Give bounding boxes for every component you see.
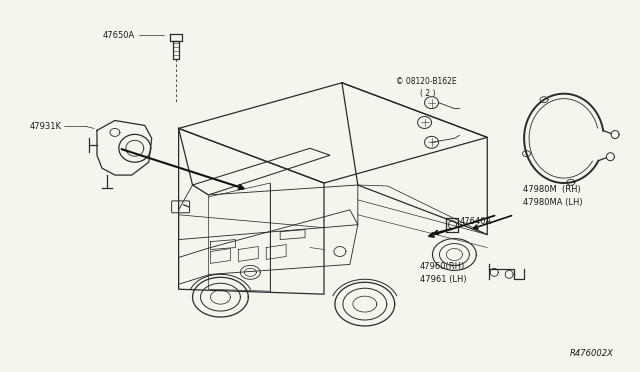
FancyBboxPatch shape <box>172 201 189 213</box>
Text: 47980M  (RH): 47980M (RH) <box>523 185 581 194</box>
Text: 47980MA (LH): 47980MA (LH) <box>523 198 583 207</box>
Text: ( 2 ): ( 2 ) <box>420 89 435 98</box>
Text: 47961 (LH): 47961 (LH) <box>420 275 466 284</box>
Text: 47931K: 47931K <box>29 122 61 131</box>
Text: 47650A: 47650A <box>103 31 135 40</box>
Text: 47640A: 47640A <box>460 217 492 226</box>
Text: R476002X: R476002X <box>570 349 614 358</box>
Text: © 08120-B162E: © 08120-B162E <box>396 77 456 86</box>
Text: 47960(RH): 47960(RH) <box>420 262 465 271</box>
